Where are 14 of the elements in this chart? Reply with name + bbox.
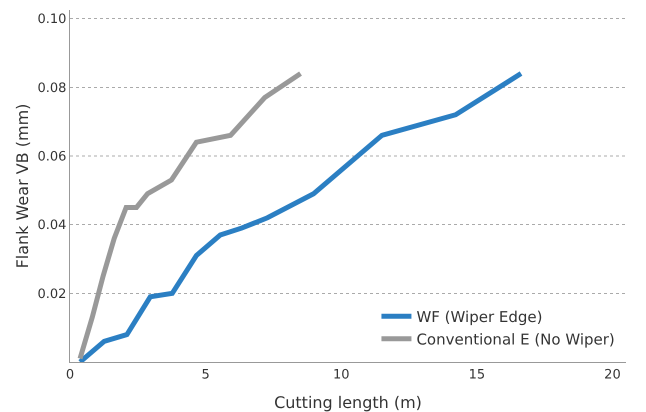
x-tick-label: 15 — [468, 368, 486, 383]
x-tick-label: 10 — [332, 368, 350, 383]
y-tick-label: 0.02 — [37, 286, 66, 302]
legend-label: WF (Wiper Edge) — [416, 308, 542, 326]
x-tick-label: 20 — [604, 368, 621, 383]
y-tick-label: 0.04 — [37, 218, 66, 234]
y-tick-label: 0.10 — [37, 12, 66, 28]
y-tick-label: 0.06 — [37, 150, 66, 164]
legend-label: Conventional E (No Wiper) — [416, 330, 615, 349]
y-tick-label: 0.08 — [37, 80, 66, 96]
x-axis-title: Cutting length (m) — [274, 393, 422, 412]
x-tick-label: 5 — [201, 368, 210, 383]
y-axis-title: Flank Wear VB (mm) — [13, 104, 32, 268]
x-tick-label: 0 — [66, 368, 74, 383]
